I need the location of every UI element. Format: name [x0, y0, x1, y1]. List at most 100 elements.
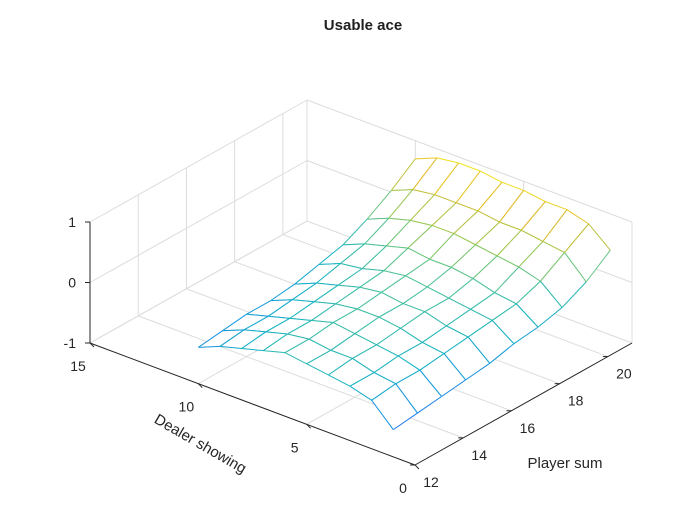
surface-patch [371, 383, 418, 430]
surface-edge [335, 303, 358, 310]
surface-edge [198, 330, 223, 348]
surface-edge [434, 162, 460, 195]
surface-edge [340, 243, 365, 264]
surface-edge [542, 240, 565, 254]
surface-edge [397, 342, 423, 357]
surface-patch [354, 317, 401, 345]
surface-edge [378, 316, 401, 329]
surface-patch [359, 270, 406, 293]
chart-title: Usable ace [324, 17, 402, 34]
surface-patch [542, 209, 589, 253]
surface-edge [537, 307, 563, 328]
surface-edge [501, 181, 524, 191]
surface-edge [376, 327, 401, 346]
x-tick-label: 12 [423, 474, 439, 490]
surface-edge [364, 243, 387, 247]
z-tick-label: -1 [64, 335, 77, 351]
surface-edge [265, 317, 291, 333]
surface-edge [395, 383, 418, 414]
surface-edge [330, 349, 353, 359]
surface-edge [424, 297, 450, 313]
surface-edge [311, 303, 336, 321]
surface-edge [477, 181, 503, 212]
surface-edge [332, 322, 356, 335]
y-tick-label: 10 [179, 399, 195, 415]
surface-edge [431, 202, 457, 226]
surface-edge [246, 313, 269, 317]
surface-edge [335, 286, 361, 305]
surface-edge [405, 275, 428, 288]
surface-edge [496, 255, 520, 268]
surface-patch [367, 189, 413, 220]
surface-edge [515, 303, 539, 328]
surface-patch [451, 244, 498, 279]
surface-patch [333, 308, 379, 334]
surface-edge [222, 313, 247, 332]
surface-edge [270, 299, 293, 302]
surface-patch [318, 243, 365, 265]
surface-edge [361, 245, 387, 269]
surface-patch [241, 331, 288, 351]
surface-edge [359, 286, 382, 293]
surface-edge [429, 233, 455, 260]
surface-edge [518, 266, 541, 282]
surface-edge [434, 194, 457, 204]
surface-edge [388, 217, 411, 221]
surface-patch [410, 194, 457, 226]
surface-patch [292, 283, 339, 302]
x-tick-label: 16 [520, 420, 536, 436]
surface-patch [405, 259, 452, 287]
y-tick-label: 0 [399, 480, 407, 496]
surface-edge [313, 284, 339, 303]
surface-patch [265, 318, 312, 335]
surface-patch [222, 314, 269, 331]
surface-edge [450, 244, 476, 268]
surface-patch [314, 285, 360, 304]
surface-edge [267, 299, 293, 317]
surface-edge [523, 189, 546, 203]
surface-edge [407, 247, 430, 260]
surface-edge [366, 190, 392, 220]
surface-edge [332, 308, 358, 323]
surface-edge [292, 299, 315, 303]
surface-edge [412, 189, 435, 196]
surface-edge [352, 357, 375, 374]
surface-edge [287, 320, 312, 335]
surface-patch [220, 329, 266, 349]
surface-patch [403, 286, 449, 312]
grid-line-y [89, 220, 308, 344]
surface-edge [443, 353, 467, 381]
surface-patch [381, 275, 428, 304]
surface-edge [306, 349, 332, 365]
surface-edge [393, 412, 418, 431]
surface-edge [371, 400, 394, 430]
surface-edge [422, 342, 445, 355]
surface-edge [265, 331, 288, 335]
surface-edge [383, 247, 409, 272]
surface-patch [453, 210, 500, 245]
x-axis-label: Player sum [527, 455, 602, 472]
z-tick-label: 1 [68, 214, 76, 230]
surface-patch [343, 218, 389, 245]
surface-edge [316, 263, 341, 284]
surface-patch [294, 263, 341, 285]
surface-edge [405, 258, 430, 277]
surface-patch [470, 292, 517, 321]
surface-edge [289, 301, 315, 319]
surface-edge [373, 372, 397, 385]
surface-edge [453, 210, 479, 234]
surface-edge [470, 308, 493, 321]
grid-line-z [89, 99, 308, 223]
surface-edge [388, 189, 414, 219]
surface-edge [373, 355, 399, 374]
surface-patch [285, 339, 331, 364]
surface-patch [244, 316, 290, 332]
surface-edge [390, 158, 416, 191]
surface-edge [383, 270, 406, 277]
surface-edge [456, 202, 479, 212]
surface-edge [241, 331, 267, 349]
surface-edge [357, 291, 382, 310]
surface-edge [219, 329, 245, 347]
surface-edge [419, 353, 445, 371]
